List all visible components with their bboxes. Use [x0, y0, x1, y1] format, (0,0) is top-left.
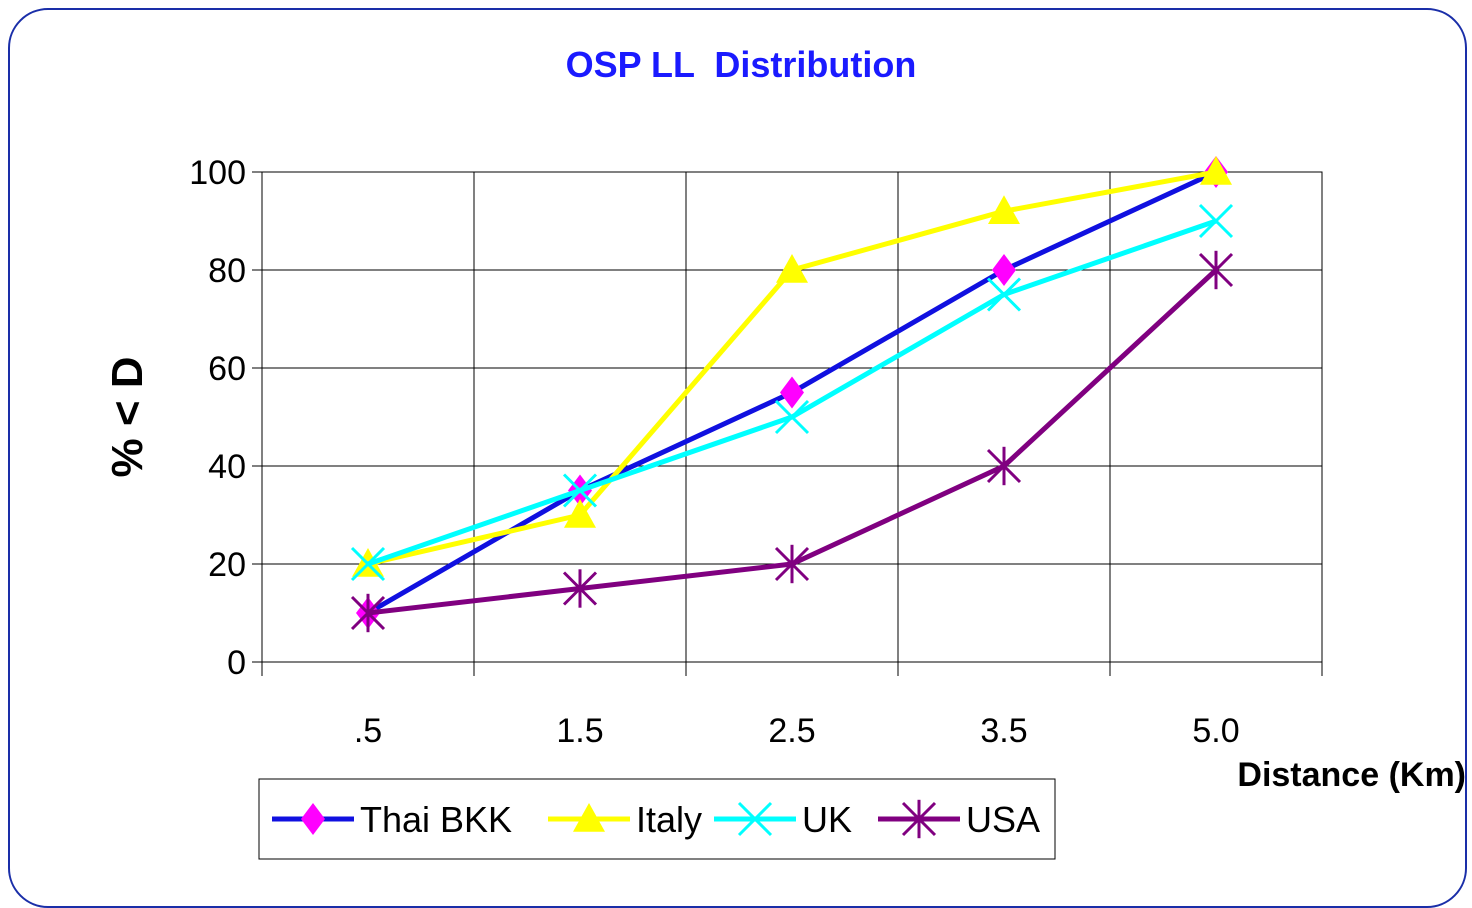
series-uk: [350, 203, 1234, 582]
data-point-marker: [562, 569, 598, 608]
marker-stroke: [986, 277, 1022, 312]
marker-stroke: [562, 473, 598, 508]
y-tick-label: 60: [208, 350, 246, 388]
legend-item: UK: [714, 799, 852, 840]
data-point-marker: [986, 277, 1022, 312]
data-point-marker: [573, 803, 605, 832]
x-tick-label: .5: [354, 712, 382, 750]
y-tick-label: 20: [208, 546, 246, 584]
marker-stroke: [774, 399, 810, 435]
plot-grid: [261, 171, 1323, 663]
x-tick-label: 2.5: [768, 712, 815, 750]
y-axis-label: % < D: [103, 356, 152, 477]
marker-stroke: [1198, 203, 1234, 239]
data-point-marker: [774, 399, 810, 435]
y-tick-label: 80: [208, 252, 246, 290]
data-point-marker: [737, 801, 773, 837]
series-usa: [350, 250, 1234, 633]
data-point-marker: [562, 473, 598, 508]
data-point-marker: [564, 499, 596, 528]
legend-label: Thai BKK: [360, 799, 512, 840]
x-axis-label: Distance (Km): [1237, 756, 1466, 794]
y-axis-ticks: 0 20 40 60 80 100: [189, 154, 262, 682]
data-point-marker: [350, 593, 386, 633]
marker-stroke: [350, 546, 386, 582]
legend-label: USA: [966, 799, 1040, 840]
data-point-marker: [901, 799, 937, 839]
data-point-marker: [1200, 156, 1232, 185]
legend-item: USA: [878, 799, 1040, 840]
legend-item: Italy: [548, 799, 702, 840]
legend: Thai BKK Italy UK USA: [258, 778, 1056, 860]
series-group: [350, 156, 1234, 633]
data-point-marker: [301, 803, 325, 835]
x-axis-ticks: .5 1.5 2.5 3.5 5.0: [261, 662, 1323, 750]
data-point-marker: [774, 544, 810, 584]
data-point-marker: [986, 446, 1022, 486]
legend-label: Italy: [636, 799, 702, 840]
y-tick-label: 100: [189, 154, 246, 192]
marker-stroke: [737, 801, 773, 837]
x-tick-label: 5.0: [1192, 712, 1239, 750]
legend-label: UK: [802, 799, 852, 840]
y-tick-label: 0: [227, 644, 246, 682]
line-chart: OSP LL Distribution 0 20 40 60 80 100 .5 1.5 2.…: [103, 44, 1466, 860]
data-point-marker: [780, 376, 804, 409]
x-tick-label: 1.5: [556, 712, 603, 750]
data-point-marker: [350, 546, 386, 582]
y-tick-label: 40: [208, 448, 246, 486]
series-italy: [352, 156, 1232, 577]
legend-item: Thai BKK: [272, 799, 512, 840]
x-tick-label: 3.5: [980, 712, 1027, 750]
data-point-marker: [1198, 203, 1234, 239]
chart-title: OSP LL Distribution: [566, 44, 917, 85]
data-point-marker: [988, 195, 1020, 224]
data-point-marker: [992, 254, 1016, 286]
data-point-marker: [1198, 250, 1234, 290]
data-point-marker: [776, 254, 808, 283]
